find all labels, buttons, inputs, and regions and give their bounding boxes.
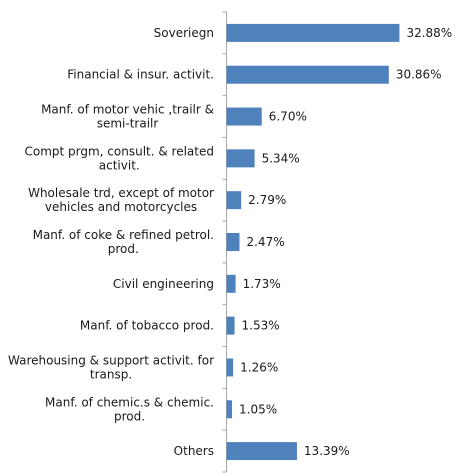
bar [226, 400, 233, 419]
category-label: Manf. of tobacco prod. [80, 319, 214, 333]
value-label: 1.73% [243, 277, 281, 291]
value-label: 2.79% [248, 193, 286, 207]
value-label: 2.47% [246, 235, 284, 249]
category-label: Civil engineering [113, 277, 214, 291]
value-label: 30.86% [396, 68, 442, 82]
category-label: Manf. of chemic.s & chemic. prod. [45, 395, 214, 423]
bar [226, 274, 236, 293]
bar [226, 149, 255, 168]
bar [226, 191, 242, 210]
category-label: Manf. of coke & refined petrol. prod. [33, 228, 214, 256]
category-label: Warehousing & support activit. for transp… [8, 353, 214, 381]
value-label: 1.26% [240, 360, 278, 374]
category-label: Soveriegn [154, 26, 214, 40]
bar [226, 107, 262, 126]
value-label: 1.53% [242, 319, 280, 333]
bar [226, 233, 240, 251]
bar [226, 442, 297, 461]
category-label: Manf. of motor vehic ,trailr & semi-trail… [41, 103, 214, 131]
bar [226, 23, 400, 42]
value-label: 13.39% [304, 444, 350, 458]
category-label: Others [174, 444, 214, 458]
value-label: 5.34% [262, 151, 300, 165]
category-label: Financial & insur. activit. [67, 68, 214, 82]
bar [226, 316, 235, 335]
bar [226, 358, 234, 377]
value-label: 1.05% [239, 402, 277, 416]
value-label: 6.70% [269, 110, 307, 124]
category-label: Compt prgm, consult. & related activit. [24, 144, 214, 172]
category-label: Wholesale trd, except of motor vehicles a… [28, 186, 214, 214]
bar [226, 65, 389, 84]
value-label: 32.88% [406, 26, 452, 40]
